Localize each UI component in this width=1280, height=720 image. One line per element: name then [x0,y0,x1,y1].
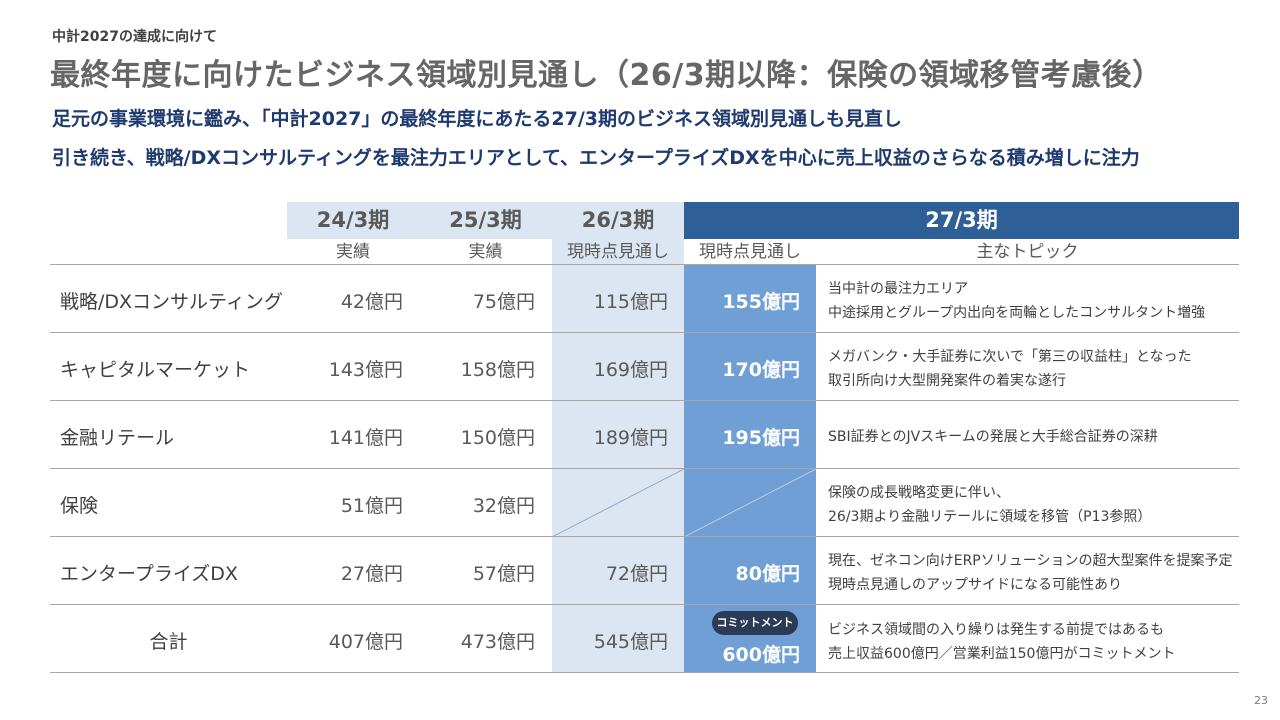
row-label-capital-market: キャピタルマーケット [60,359,251,381]
topic-line-1: SBI証券とのJVスキームの発展と大手総合証券の深耕 [828,429,1158,445]
value-25: 150億円 [460,427,535,449]
value-26: 72億円 [605,563,668,585]
value-24: 143億円 [328,359,403,381]
row-label-insurance: 保険 [60,495,99,517]
topic-line-2: 現時点見通しのアップサイドになる可能性あり [828,577,1122,593]
value-27: 170億円 [722,359,800,381]
column-sub-25: 実績 [468,242,503,262]
value-27: 80億円 [735,563,800,585]
lead-line-1: 足元の事業環境に鑑み、「中計2027」の最終年度にあたる27/3期のビジネス領域… [52,108,902,130]
commitment-badge: コミットメント [712,611,798,635]
value-24: 141億円 [328,427,403,449]
value-27: 155億円 [722,291,800,313]
value-25: 75億円 [472,291,535,313]
row-divider [50,604,1239,605]
topic-line-1: 保険の成長戦略変更に伴い、 [828,485,1010,501]
column-band-27 [684,265,816,673]
value-25: 32億円 [472,495,535,517]
not-applicable-diagonal-27 [684,469,816,537]
column-header-25: 25/3期 [449,208,522,232]
value-24: 27億円 [340,563,403,585]
topic-line-1: 当中計の最注力エリア [828,281,968,297]
topic-line-2: 中途採用とグループ内出向を両輪としたコンサルタント増強 [828,305,1206,321]
column-sub-24: 実績 [336,242,370,262]
value-25: 473億円 [460,631,535,653]
header-band-historical [287,202,684,239]
row-divider [50,536,1239,537]
topic-line-2: 26/3期より金融リテールに領域を移管（P13参照） [828,509,1152,525]
row-divider [50,468,1239,469]
value-26: 169億円 [593,359,668,381]
value-26: 545億円 [593,631,668,653]
column-header-27: 27/3期 [925,208,998,232]
topic-line-2: 取引所向け大型開発案件の着実な遂行 [828,373,1066,389]
value-24: 407億円 [328,631,403,653]
topic-line-1: 現在、ゼネコン向けERPソリューションの超大型案件を提案予定 [828,553,1233,569]
column-header-24: 24/3期 [316,208,390,232]
header-band-27 [684,202,1239,239]
not-applicable-diagonal [552,469,684,537]
row-label-total: 合計 [149,631,188,653]
row-divider [50,332,1239,333]
topic-line-1: ビジネス領域間の入り繰りは発生する前提ではあるも [828,622,1164,638]
row-divider [50,264,1239,265]
column-sub-27: 現時点見通し [699,242,801,262]
topics-header: 主なトピック [976,242,1079,262]
value-26: 189億円 [593,427,668,449]
row-divider [50,400,1239,401]
row-label-strategy-dx: 戦略/DXコンサルティング [60,291,283,313]
value-24: 42億円 [340,291,403,313]
value-25: 57億円 [472,563,535,585]
column-sub-26: 現時点見通し [567,242,669,262]
topic-line-2: 売上収益600億円／営業利益150億円がコミットメント [828,646,1176,662]
row-divider [50,672,1239,673]
value-27: 195億円 [722,427,800,449]
value-24: 51億円 [340,495,403,517]
value-27: 600億円 [722,644,800,666]
row-label-financial-retail: 金融リテール [60,427,175,449]
value-26: 115億円 [593,291,668,313]
column-header-26: 26/3期 [581,208,655,232]
value-25: 158億円 [460,359,535,381]
row-label-enterprise-dx: エンタープライズDX [60,563,238,585]
column-band-26 [552,239,684,673]
page-title: 最終年度に向けたビジネス領域別見通し（26/3期以降：保険の領域移管考慮後） [50,58,1163,93]
topic-line-1: メガバンク・大手証券に次いで「第三の収益柱」となった [828,349,1192,365]
breadcrumb: 中計2027の達成に向けて [52,29,217,45]
page-number: 23 [1254,694,1268,707]
lead-line-2: 引き続き、戦略/DXコンサルティングを最注力エリアとして、エンタープライズDXを… [52,147,1140,169]
